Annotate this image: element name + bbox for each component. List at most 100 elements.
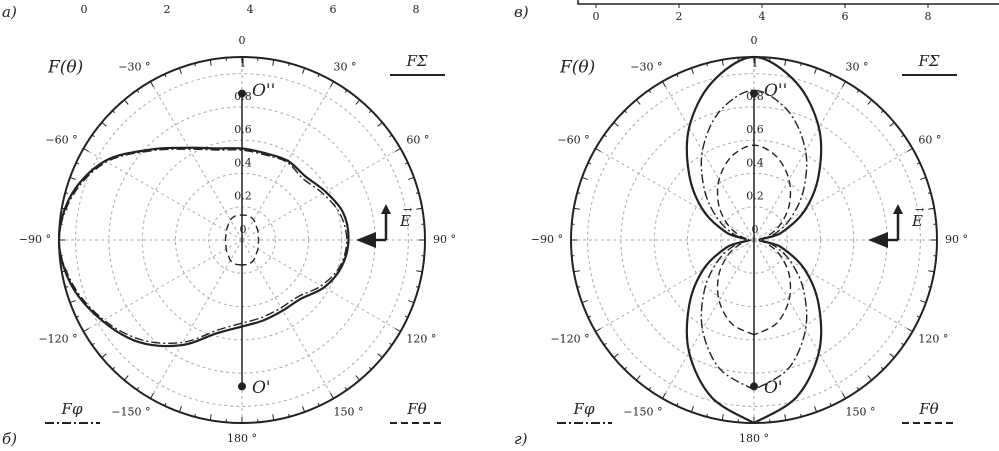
theta-tick-label: 180 ° [227,432,257,445]
outer-minor-tick [662,81,666,87]
outer-minor-tick [344,89,348,93]
outer-minor-tick [65,192,69,194]
outer-minor-tick [395,328,401,332]
theta-grid [83,239,243,332]
e-arrow-head [868,232,888,248]
outer-minor-tick [209,59,212,66]
theta-tick-label: 120 ° [406,333,436,346]
outer-minor-tick [842,81,846,87]
outer-minor-tick [123,99,129,105]
outer-minor-tick [164,73,167,78]
point-o1 [238,382,246,391]
theta-tick-label: −120 ° [550,333,589,346]
annotation: O'' [764,81,787,101]
outer-minor-tick [302,67,306,74]
top-tick-label: 2 [676,10,683,23]
outer-minor-tick [83,328,89,332]
outer-minor-tick [595,148,601,152]
outer-minor-tick [916,162,921,165]
r-tick-label: 0.6 [746,123,764,136]
outer-minor-tick [613,121,619,127]
theta-grid [753,239,913,332]
outer-minor-tick [395,148,401,152]
outer-minor-tick [368,366,372,370]
outer-minor-tick [288,413,290,417]
outer-minor-tick [573,207,580,210]
theta-grid [753,148,913,241]
outer-minor-tick [377,121,383,127]
outer-minor-tick [690,67,694,74]
top-tick-label: 0 [593,10,600,23]
outer-minor-tick [577,286,581,288]
theta-tick-label: −60 ° [45,134,77,147]
outer-minor-tick [907,328,913,332]
outer-minor-tick [65,286,69,288]
r-grid [587,73,921,407]
e-arrow-head-up [381,204,391,214]
theta-grid [150,81,243,241]
theta-tick-label: −30 ° [630,61,662,74]
outer-minor-tick [368,110,372,114]
outer-minor-tick [928,270,935,273]
outer-minor-tick [721,59,724,66]
series-curve [58,148,348,344]
outer-minor-tick [907,148,913,152]
outer-minor-tick [355,375,361,381]
outer-minor-tick [784,59,787,66]
outer-minor-tick [75,162,80,165]
theta-tick-label: 0 [239,34,246,47]
outer-minor-tick [595,328,601,332]
outer-minor-tick [123,375,129,381]
series-curve [224,214,260,266]
outer-minor-tick [272,59,275,66]
outer-minor-tick [648,89,652,93]
outer-minor-tick [721,414,724,421]
outer-minor-tick [415,286,419,288]
panel-label: б) [2,430,17,448]
theta-grid [595,239,755,332]
outer-minor-tick [317,73,320,78]
outer-minor-tick [880,110,884,114]
outer-minor-tick [302,406,306,413]
outer-minor-tick [706,413,708,417]
outer-minor-tick [662,393,666,399]
outer-minor-tick [408,176,415,180]
outer-minor-tick [416,207,423,210]
theta-tick-label: 120 ° [918,333,948,346]
top-tick-label: 6 [842,10,849,23]
outer-minor-tick [194,63,196,67]
outer-minor-tick [69,176,76,180]
r-tick-label: 1 [752,57,759,70]
outer-minor-tick [178,67,182,74]
outer-minor-tick [112,366,116,370]
r-tick-label: 1 [240,57,247,70]
outer-minor-tick [648,387,652,391]
outer-minor-tick [69,300,76,304]
outer-minor-tick [784,414,787,421]
outer-minor-tick [920,176,927,180]
outer-minor-tick [404,162,409,165]
outer-minor-tick [136,89,140,93]
r-tick-label: 0.2 [746,190,764,203]
theta-tick-label: 30 ° [334,61,357,74]
theta-tick-label: 90 ° [945,233,968,246]
outer-minor-tick [344,387,348,391]
outer-minor-tick [416,270,423,273]
outer-minor-tick [814,67,818,74]
outer-minor-tick [101,121,107,127]
r-tick-label: 0 [240,223,247,236]
outer-minor-tick [856,387,860,391]
theta-tick-label: 60 ° [918,134,941,147]
theta-tick-label: −60 ° [557,134,589,147]
outer-minor-tick [901,342,905,346]
outer-minor-tick [856,89,860,93]
outer-minor-tick [389,134,393,138]
r-tick-label: 0 [752,223,759,236]
theta-grid [241,148,401,241]
outer-minor-tick [624,366,628,370]
point-o2 [750,89,758,98]
theta-grid [753,81,846,241]
outer-minor-tick [178,406,182,413]
top-tick-label: 4 [759,10,766,23]
top-tick-label: 4 [247,3,254,16]
